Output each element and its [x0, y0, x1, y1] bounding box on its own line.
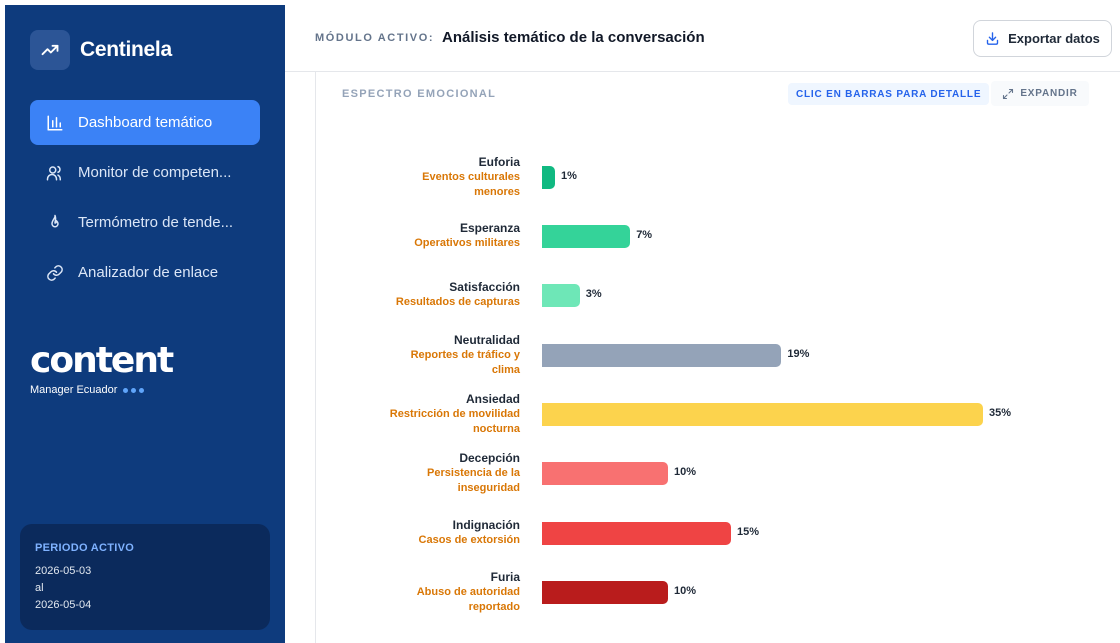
emotion-topic: inseguridad — [457, 481, 520, 494]
emotion-topic: Eventos culturales — [422, 170, 520, 183]
emotion-bar-chart: Euforia Eventos culturales menores 1% Espera… — [316, 72, 1120, 643]
bar-chart-icon — [45, 113, 65, 133]
emotion-topic: clima — [491, 363, 520, 376]
period-separator: al — [35, 582, 44, 594]
sidebar-item-termometro-tendencias[interactable]: Termómetro de tende... — [30, 200, 260, 245]
emotion-label: Satisfacción Resultados de capturas — [316, 280, 520, 310]
bar-value-label: 3% — [585, 288, 602, 300]
brand[interactable]: Centinela — [30, 30, 172, 70]
bar-value-label: 35% — [989, 407, 1012, 419]
emotion-topic: Abuso de autoridad — [416, 585, 520, 598]
emotion-bar[interactable] — [542, 521, 731, 545]
users-icon — [45, 163, 65, 183]
emotion-bar[interactable] — [542, 580, 668, 604]
emotion-bar[interactable] — [542, 402, 983, 426]
emotion-name: Indignación — [452, 518, 520, 532]
module-label: MÓDULO ACTIVO: — [315, 32, 435, 44]
emotion-label: Euforia Eventos culturales menores — [316, 155, 520, 200]
download-icon — [985, 31, 1000, 46]
emotion-topic: nocturna — [472, 422, 520, 435]
emotion-label: Neutralidad Reportes de tráfico y clima — [316, 333, 520, 378]
dots-icon — [123, 387, 145, 393]
emotion-bar[interactable] — [542, 461, 668, 485]
sidebar-item-monitor-competencia[interactable]: Monitor de competen... — [30, 150, 260, 195]
emotion-bar[interactable] — [542, 343, 782, 367]
sidebar-item-label: Dashboard temático — [78, 114, 213, 131]
period-title: PERIODO ACTIVO — [35, 542, 135, 554]
emotion-label: Ansiedad Restricción de movilidad nocturna — [316, 392, 520, 437]
emotion-topic: Reportes de tráfico y — [410, 348, 520, 361]
emotion-name: Satisfacción — [449, 280, 520, 294]
expand-icon — [1002, 88, 1014, 100]
sidebar-item-analizador-enlace[interactable]: Analizador de enlace — [30, 250, 260, 295]
flame-icon — [45, 213, 65, 233]
emotional-spectrum-panel: ESPECTRO EMOCIONAL CLIC EN BARRAS PARA D… — [315, 72, 1120, 643]
emotion-label: Decepción Persistencia de la inseguridad — [316, 451, 520, 496]
bar-value-label: 15% — [737, 526, 760, 538]
emotion-bar[interactable] — [542, 224, 631, 248]
emotion-topic: Casos de extorsión — [418, 534, 520, 546]
emotion-name: Furia — [490, 569, 520, 584]
export-button-label: Exportar datos — [1008, 31, 1100, 46]
bar-value-label: 1% — [561, 170, 577, 182]
trending-up-icon — [30, 30, 70, 70]
sidebar-item-label: Termómetro de tende... — [78, 214, 234, 231]
emotion-topic: menores — [474, 185, 520, 198]
export-data-button[interactable]: Exportar datos — [973, 20, 1112, 57]
sidebar-item-label: Analizador de enlace — [78, 264, 219, 281]
logo-subtitle-text: Manager Ecuador — [30, 384, 118, 396]
emotion-name: Decepción — [459, 450, 520, 465]
emotion-topic: reportado — [468, 600, 520, 613]
sidebar: Centinela Dashboard temático — [5, 5, 285, 643]
bar-value-label: 7% — [636, 229, 653, 241]
emotion-label: Esperanza Operativos militares — [316, 221, 520, 251]
emotion-label: Indignación Casos de extorsión — [316, 518, 520, 548]
sidebar-nav: Dashboard temático Monitor de competen..… — [30, 100, 260, 300]
emotion-name: Neutralidad — [453, 332, 520, 347]
bar-value-label: 10% — [674, 585, 697, 597]
bar-value-label: 10% — [674, 466, 697, 478]
link-icon — [45, 263, 65, 283]
emotion-bar[interactable] — [542, 165, 555, 189]
brand-name: Centinela — [80, 38, 172, 61]
emotion-name: Ansiedad — [465, 391, 520, 406]
logo-subtitle: Manager Ecuador — [30, 384, 172, 396]
hint-badge: CLIC EN BARRAS PARA DETALLE — [788, 83, 990, 105]
period-from: 2026-05-03 — [35, 565, 92, 577]
emotion-label: Furia Abuso de autoridad reportado — [316, 570, 520, 615]
emotion-topic: Restricción de movilidad — [389, 407, 520, 420]
page-title: Análisis temático de la conversación — [442, 29, 705, 46]
logo-word: content — [30, 340, 174, 381]
expand-button[interactable]: EXPANDIR — [991, 81, 1089, 106]
active-period-card: PERIODO ACTIVO 2026-05-03 al 2026-05-04 — [20, 524, 270, 630]
sidebar-item-label: Monitor de competen... — [78, 164, 232, 181]
emotion-name: Esperanza — [459, 221, 520, 235]
emotion-topic: Persistencia de la — [427, 466, 520, 479]
emotion-topic: Resultados de capturas — [395, 296, 520, 308]
emotion-name: Euforia — [478, 154, 520, 169]
sidebar-item-dashboard-tematico[interactable]: Dashboard temático — [30, 100, 260, 145]
expand-button-label: EXPANDIR — [1020, 88, 1078, 99]
emotion-bar[interactable] — [542, 283, 580, 307]
top-header: MÓDULO ACTIVO: Análisis temático de la c… — [285, 5, 1120, 72]
content-manager-logo: content Manager Ecuador — [30, 340, 174, 397]
period-to: 2026-05-04 — [35, 599, 92, 611]
bar-value-label: 19% — [787, 348, 810, 360]
section-title: ESPECTRO EMOCIONAL — [342, 88, 497, 100]
emotion-topic: Operativos militares — [414, 237, 520, 249]
